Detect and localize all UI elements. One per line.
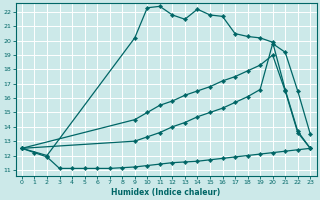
X-axis label: Humidex (Indice chaleur): Humidex (Indice chaleur) xyxy=(111,188,221,197)
